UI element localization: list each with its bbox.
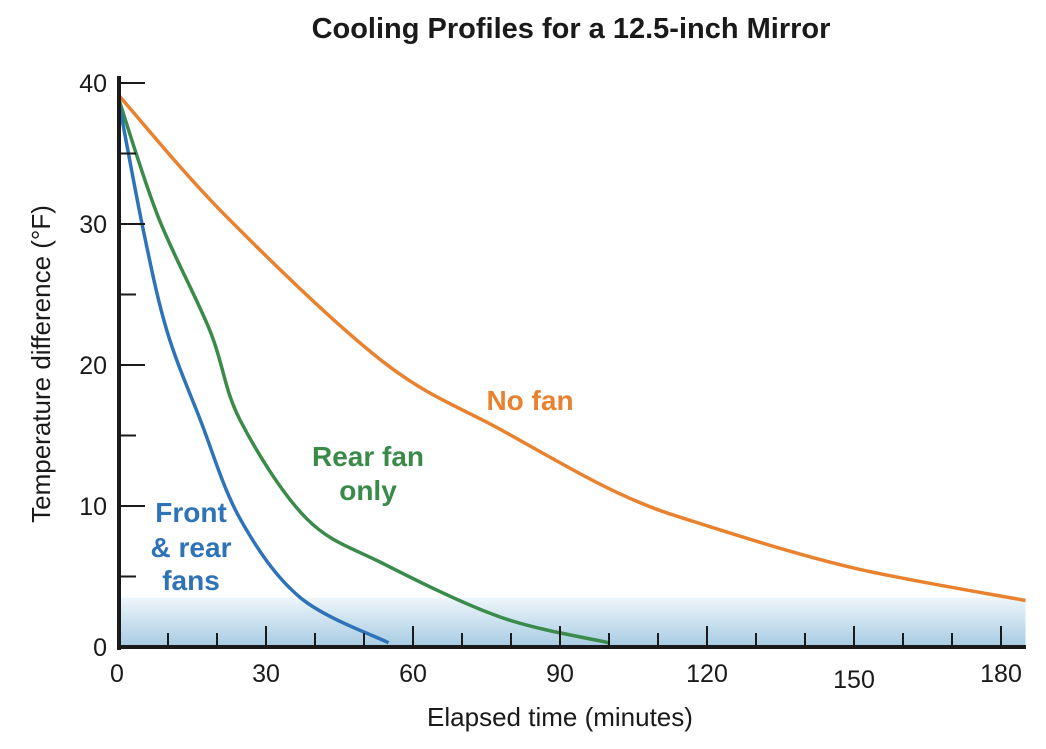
x-tick-label: 180 — [980, 660, 1022, 688]
y-tick-label: 40 — [79, 70, 107, 98]
series-label-2: Front — [155, 497, 227, 528]
target-band — [119, 597, 1026, 647]
y-tick-label: 30 — [79, 211, 107, 239]
x-axis-label: Elapsed time (minutes) — [427, 702, 693, 732]
y-axis-label: Temperature difference (°F) — [26, 205, 56, 523]
series-label-0: No fan — [486, 385, 573, 416]
series-label-1: only — [339, 475, 397, 506]
x-tick-label: 60 — [399, 660, 427, 688]
x-tick-label: 0 — [110, 660, 124, 688]
x-tick-label: 30 — [252, 660, 280, 688]
y-tick-label: 0 — [93, 634, 107, 662]
y-tick-label: 20 — [79, 352, 107, 380]
x-tick-label: 150 — [833, 666, 875, 694]
series-label-1: Rear fan — [312, 441, 424, 472]
chart-title: Cooling Profiles for a 12.5-inch Mirror — [312, 13, 831, 45]
series-line-2 — [117, 102, 390, 645]
series-label-2: & rear — [151, 532, 232, 563]
series-label-2: fans — [162, 565, 220, 596]
series-line-0 — [117, 94, 1026, 603]
y-tick-label: 10 — [79, 493, 107, 521]
x-tick-label: 90 — [546, 660, 574, 688]
series-line-1 — [117, 99, 610, 645]
x-tick-label: 120 — [686, 660, 728, 688]
